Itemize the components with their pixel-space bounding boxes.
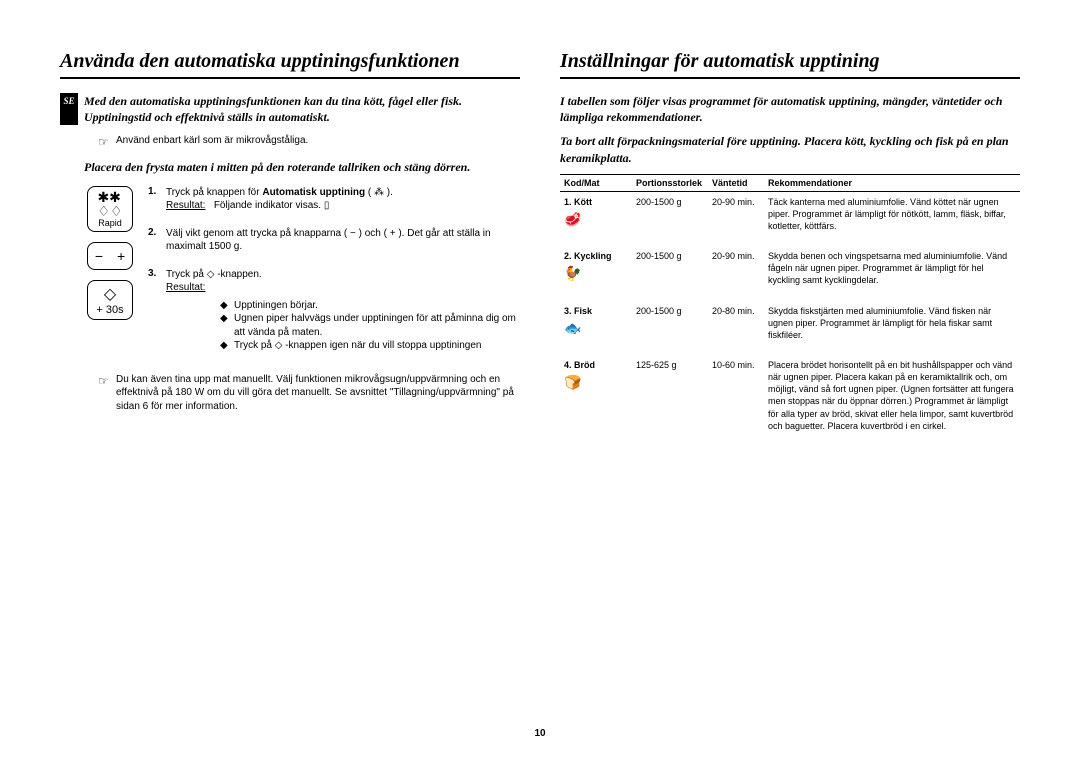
- cell-portion-1: 200-1500 g: [632, 191, 708, 246]
- note-row-1: ☞ Använd enbart kärl som är mikrovågstål…: [98, 135, 520, 149]
- food-2-label: 2. Kyckling: [564, 251, 612, 261]
- steps-wrap: ✱✱♢♢ Rapid − + ◇ + 30s 1. Tryck på knapp…: [84, 186, 520, 367]
- step-1-result-label: Resultat:: [166, 200, 205, 211]
- defrost-table: Kod/Mat Portionsstorlek Väntetid Rekomme…: [560, 174, 1020, 446]
- cell-wait-4: 10-60 min.: [708, 355, 764, 446]
- defrost-button-label: Rapid: [98, 218, 122, 228]
- th-food: Kod/Mat: [560, 174, 632, 191]
- bullet-mark-icon: ◆: [220, 339, 234, 353]
- right-heading: Inställningar för automatisk upptining: [560, 50, 1020, 79]
- table-row: 2. Kyckling 🐓 200-1500 g 20-90 min. Skydd…: [560, 246, 1020, 300]
- diamond-icon: ◇: [104, 284, 116, 304]
- defrost-symbol-icon: ✱✱♢♢: [97, 190, 122, 218]
- language-badge: SE: [60, 93, 78, 125]
- table-row: 3. Fisk 🐟 200-1500 g 20-80 min. Skydda fi…: [560, 301, 1020, 355]
- bullet-2: ◆Ugnen piper halvvägs under upptiningen …: [220, 312, 520, 339]
- food-4-label: 4. Bröd: [564, 360, 595, 370]
- pointer-icon: ☞: [98, 373, 116, 414]
- timer-30s-label: + 30s: [96, 304, 123, 316]
- cell-food-4: 4. Bröd 🍞: [560, 355, 632, 446]
- step-1: 1. Tryck på knappen för Automatisk uppti…: [148, 186, 520, 213]
- step-3-num: 3.: [148, 268, 166, 353]
- button-illustration-column: ✱✱♢♢ Rapid − + ◇ + 30s: [84, 186, 136, 367]
- cell-rec-1: Täck kanterna med aluminiumfolie. Vänd k…: [764, 191, 1020, 246]
- step-1-num: 1.: [148, 186, 166, 213]
- left-footnote: ☞ Du kan även tina upp mat manuellt. Väl…: [98, 373, 520, 414]
- cell-food-1: 1. Kött 🥩: [560, 191, 632, 246]
- page-number: 10: [534, 728, 545, 739]
- cell-food-3: 3. Fisk 🐟: [560, 301, 632, 355]
- food-3-label: 3. Fisk: [564, 306, 592, 316]
- cell-portion-4: 125-625 g: [632, 355, 708, 446]
- pointer-icon: ☞: [98, 135, 116, 149]
- note-1-text: Använd enbart kärl som är mikrovågstålig…: [116, 135, 520, 146]
- steps-list: 1. Tryck på knappen för Automatisk uppti…: [148, 186, 520, 367]
- cell-rec-3: Skydda fiskstjärten med aluminiumfolie. …: [764, 301, 1020, 355]
- th-rec: Rekommendationer: [764, 174, 1020, 191]
- right-column: Inställningar för automatisk upptining I…: [560, 50, 1020, 446]
- step-2-num: 2.: [148, 227, 166, 254]
- step-2: 2. Välj vikt genom att trycka på knappar…: [148, 227, 520, 254]
- bullet-1-text: Upptiningen börjar.: [234, 299, 318, 313]
- bullet-1: ◆Upptiningen börjar.: [220, 299, 520, 313]
- cell-portion-3: 200-1500 g: [632, 301, 708, 355]
- cell-wait-1: 20-90 min.: [708, 191, 764, 246]
- step-1-text-b: ( ⁂ ).: [365, 187, 393, 198]
- cell-rec-4: Placera brödet horisontellt på en bit hu…: [764, 355, 1020, 446]
- chicken-icon: 🐓: [564, 264, 628, 283]
- fish-icon: 🐟: [564, 319, 628, 338]
- bullet-3-text: Tryck på ◇ -knappen igen när du vill sto…: [234, 339, 481, 353]
- cell-portion-2: 200-1500 g: [632, 246, 708, 300]
- bullet-3: ◆Tryck på ◇ -knappen igen när du vill st…: [220, 339, 520, 353]
- bullet-2-text: Ugnen piper halvvägs under upptiningen f…: [234, 312, 520, 339]
- bread-icon: 🍞: [564, 373, 628, 392]
- table-row: 4. Bröd 🍞 125-625 g 10-60 min. Placera br…: [560, 355, 1020, 446]
- left-instruction: Placera den frysta maten i mitten på den…: [84, 159, 520, 175]
- step-1-body: Tryck på knappen för Automatisk upptinin…: [166, 186, 520, 213]
- th-wait: Väntetid: [708, 174, 764, 191]
- bullet-mark-icon: ◆: [220, 299, 234, 313]
- cell-wait-3: 20-80 min.: [708, 301, 764, 355]
- left-intro-row: SE Med den automatiska upptiningsfunktio…: [60, 93, 520, 125]
- step-3-bullets: ◆Upptiningen börjar. ◆Ugnen piper halvvä…: [220, 299, 520, 353]
- left-column: Använda den automatiska upptiningsfunkti…: [60, 50, 520, 446]
- step-3-text: Tryck på ◇ -knappen.: [166, 269, 262, 280]
- step-3-body: Tryck på ◇ -knappen. Resultat: ◆Upptinin…: [166, 268, 520, 353]
- step-1-result-text: Följande indikator visas. ▯: [214, 200, 330, 211]
- footnote-text: Du kan även tina upp mat manuellt. Välj …: [116, 373, 520, 414]
- right-intro-1: I tabellen som följer visas programmet f…: [560, 93, 1020, 125]
- bullet-mark-icon: ◆: [220, 312, 234, 339]
- cell-rec-2: Skydda benen och vingspetsarna med alumi…: [764, 246, 1020, 300]
- table-header-row: Kod/Mat Portionsstorlek Väntetid Rekomme…: [560, 174, 1020, 191]
- step-1-bold: Automatisk upptining: [262, 187, 365, 198]
- right-intro-2: Ta bort allt förpackningsmaterial före u…: [560, 133, 1020, 165]
- food-1-label: 1. Kött: [564, 197, 592, 207]
- th-portion: Portionsstorlek: [632, 174, 708, 191]
- plus-icon: +: [117, 248, 125, 264]
- cell-wait-2: 20-90 min.: [708, 246, 764, 300]
- minus-icon: −: [95, 248, 103, 264]
- step-1-text-a: Tryck på knappen för: [166, 187, 262, 198]
- meat-icon: 🥩: [564, 210, 628, 229]
- step-3: 3. Tryck på ◇ -knappen. Resultat: ◆Uppti…: [148, 268, 520, 353]
- defrost-button-graphic: ✱✱♢♢ Rapid: [87, 186, 133, 232]
- table-row: 1. Kött 🥩 200-1500 g 20-90 min. Täck kant…: [560, 191, 1020, 246]
- plus-minus-button-graphic: − +: [87, 242, 133, 270]
- left-intro-text: Med den automatiska upptiningsfunktionen…: [84, 93, 520, 125]
- left-heading: Använda den automatiska upptiningsfunkti…: [60, 50, 520, 79]
- step-3-result-label: Resultat:: [166, 282, 205, 293]
- timer-button-graphic: ◇ + 30s: [87, 280, 133, 320]
- step-2-body: Välj vikt genom att trycka på knapparna …: [166, 227, 520, 254]
- page-content: Använda den automatiska upptiningsfunkti…: [60, 50, 1020, 446]
- cell-food-2: 2. Kyckling 🐓: [560, 246, 632, 300]
